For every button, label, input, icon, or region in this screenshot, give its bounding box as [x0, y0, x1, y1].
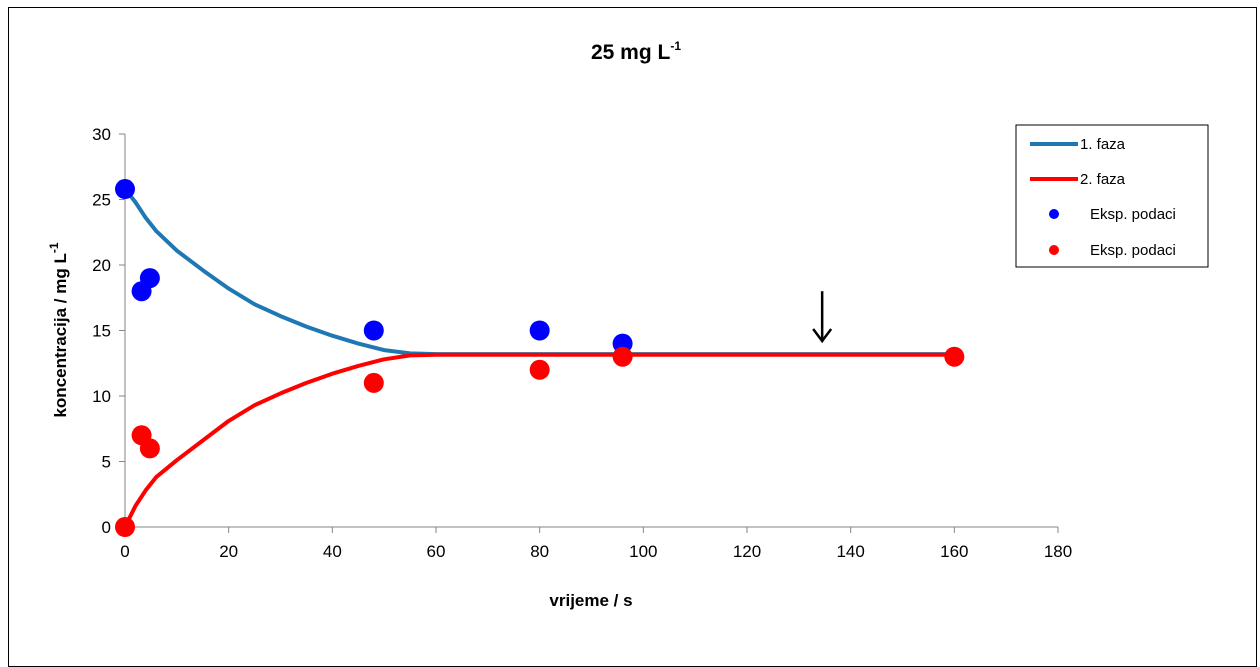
x-axis-title: vrijeme / s: [549, 591, 632, 610]
legend-marker-swatch: [1049, 245, 1059, 255]
legend-label: 1. faza: [1080, 136, 1126, 153]
y-axis-title-group: koncentracija / mg L-1: [47, 242, 70, 417]
x-tick-label: 160: [940, 542, 968, 561]
x-tick-label: 140: [836, 542, 864, 561]
y-tick-label: 0: [102, 518, 111, 537]
x-tick-label: 40: [323, 542, 342, 561]
data-point-red: [139, 438, 160, 459]
x-tick-label: 60: [427, 542, 446, 561]
legend-label: Eksp. podaci: [1090, 206, 1176, 223]
legend-marker-swatch: [1049, 209, 1059, 219]
data-point-red: [115, 517, 135, 537]
y-axis-title: koncentracija / mg L-1: [47, 242, 70, 417]
y-tick-label: 10: [92, 387, 111, 406]
plot-area: [115, 179, 965, 537]
x-tick-label: 80: [530, 542, 549, 561]
series-line-2: [123, 352, 957, 529]
legend-box: [1015, 124, 1209, 268]
x-tick-label: 20: [219, 542, 238, 561]
data-point-red: [612, 346, 633, 367]
arrow-annotation-head: [812, 328, 833, 344]
x-tick-label: 120: [733, 542, 761, 561]
x-tick-label: 100: [629, 542, 657, 561]
y-tick-label: 5: [102, 453, 111, 472]
data-point-blue: [363, 320, 384, 341]
y-tick-label: 15: [92, 322, 111, 341]
data-point-red: [363, 372, 384, 393]
y-tick-label: 30: [92, 125, 111, 144]
legend: 1. faza 2. faza Eksp. podaci Eksp. podaci: [1030, 136, 1176, 259]
data-point-blue: [139, 268, 160, 289]
x-tick-label: 0: [120, 542, 129, 561]
data-point-blue: [529, 320, 550, 341]
legend-label: Eksp. podaci: [1090, 242, 1176, 259]
y-tick-label: 20: [92, 256, 111, 275]
axis-ticks: 0 20 40 60 80 100 120 140 160 180 0 5 10 15 20 25 30: [92, 125, 1072, 561]
chart-svg: 25 mg L-1 vrijeme / s koncentracija / mg…: [47, 39, 1209, 610]
data-point-red: [944, 346, 965, 367]
data-point-red: [529, 359, 550, 380]
legend-label: 2. faza: [1080, 171, 1126, 188]
y-tick-label: 25: [92, 191, 111, 210]
data-point-blue: [115, 179, 135, 200]
chart-title: 25 mg L-1: [591, 39, 681, 64]
x-tick-label: 180: [1044, 542, 1072, 561]
